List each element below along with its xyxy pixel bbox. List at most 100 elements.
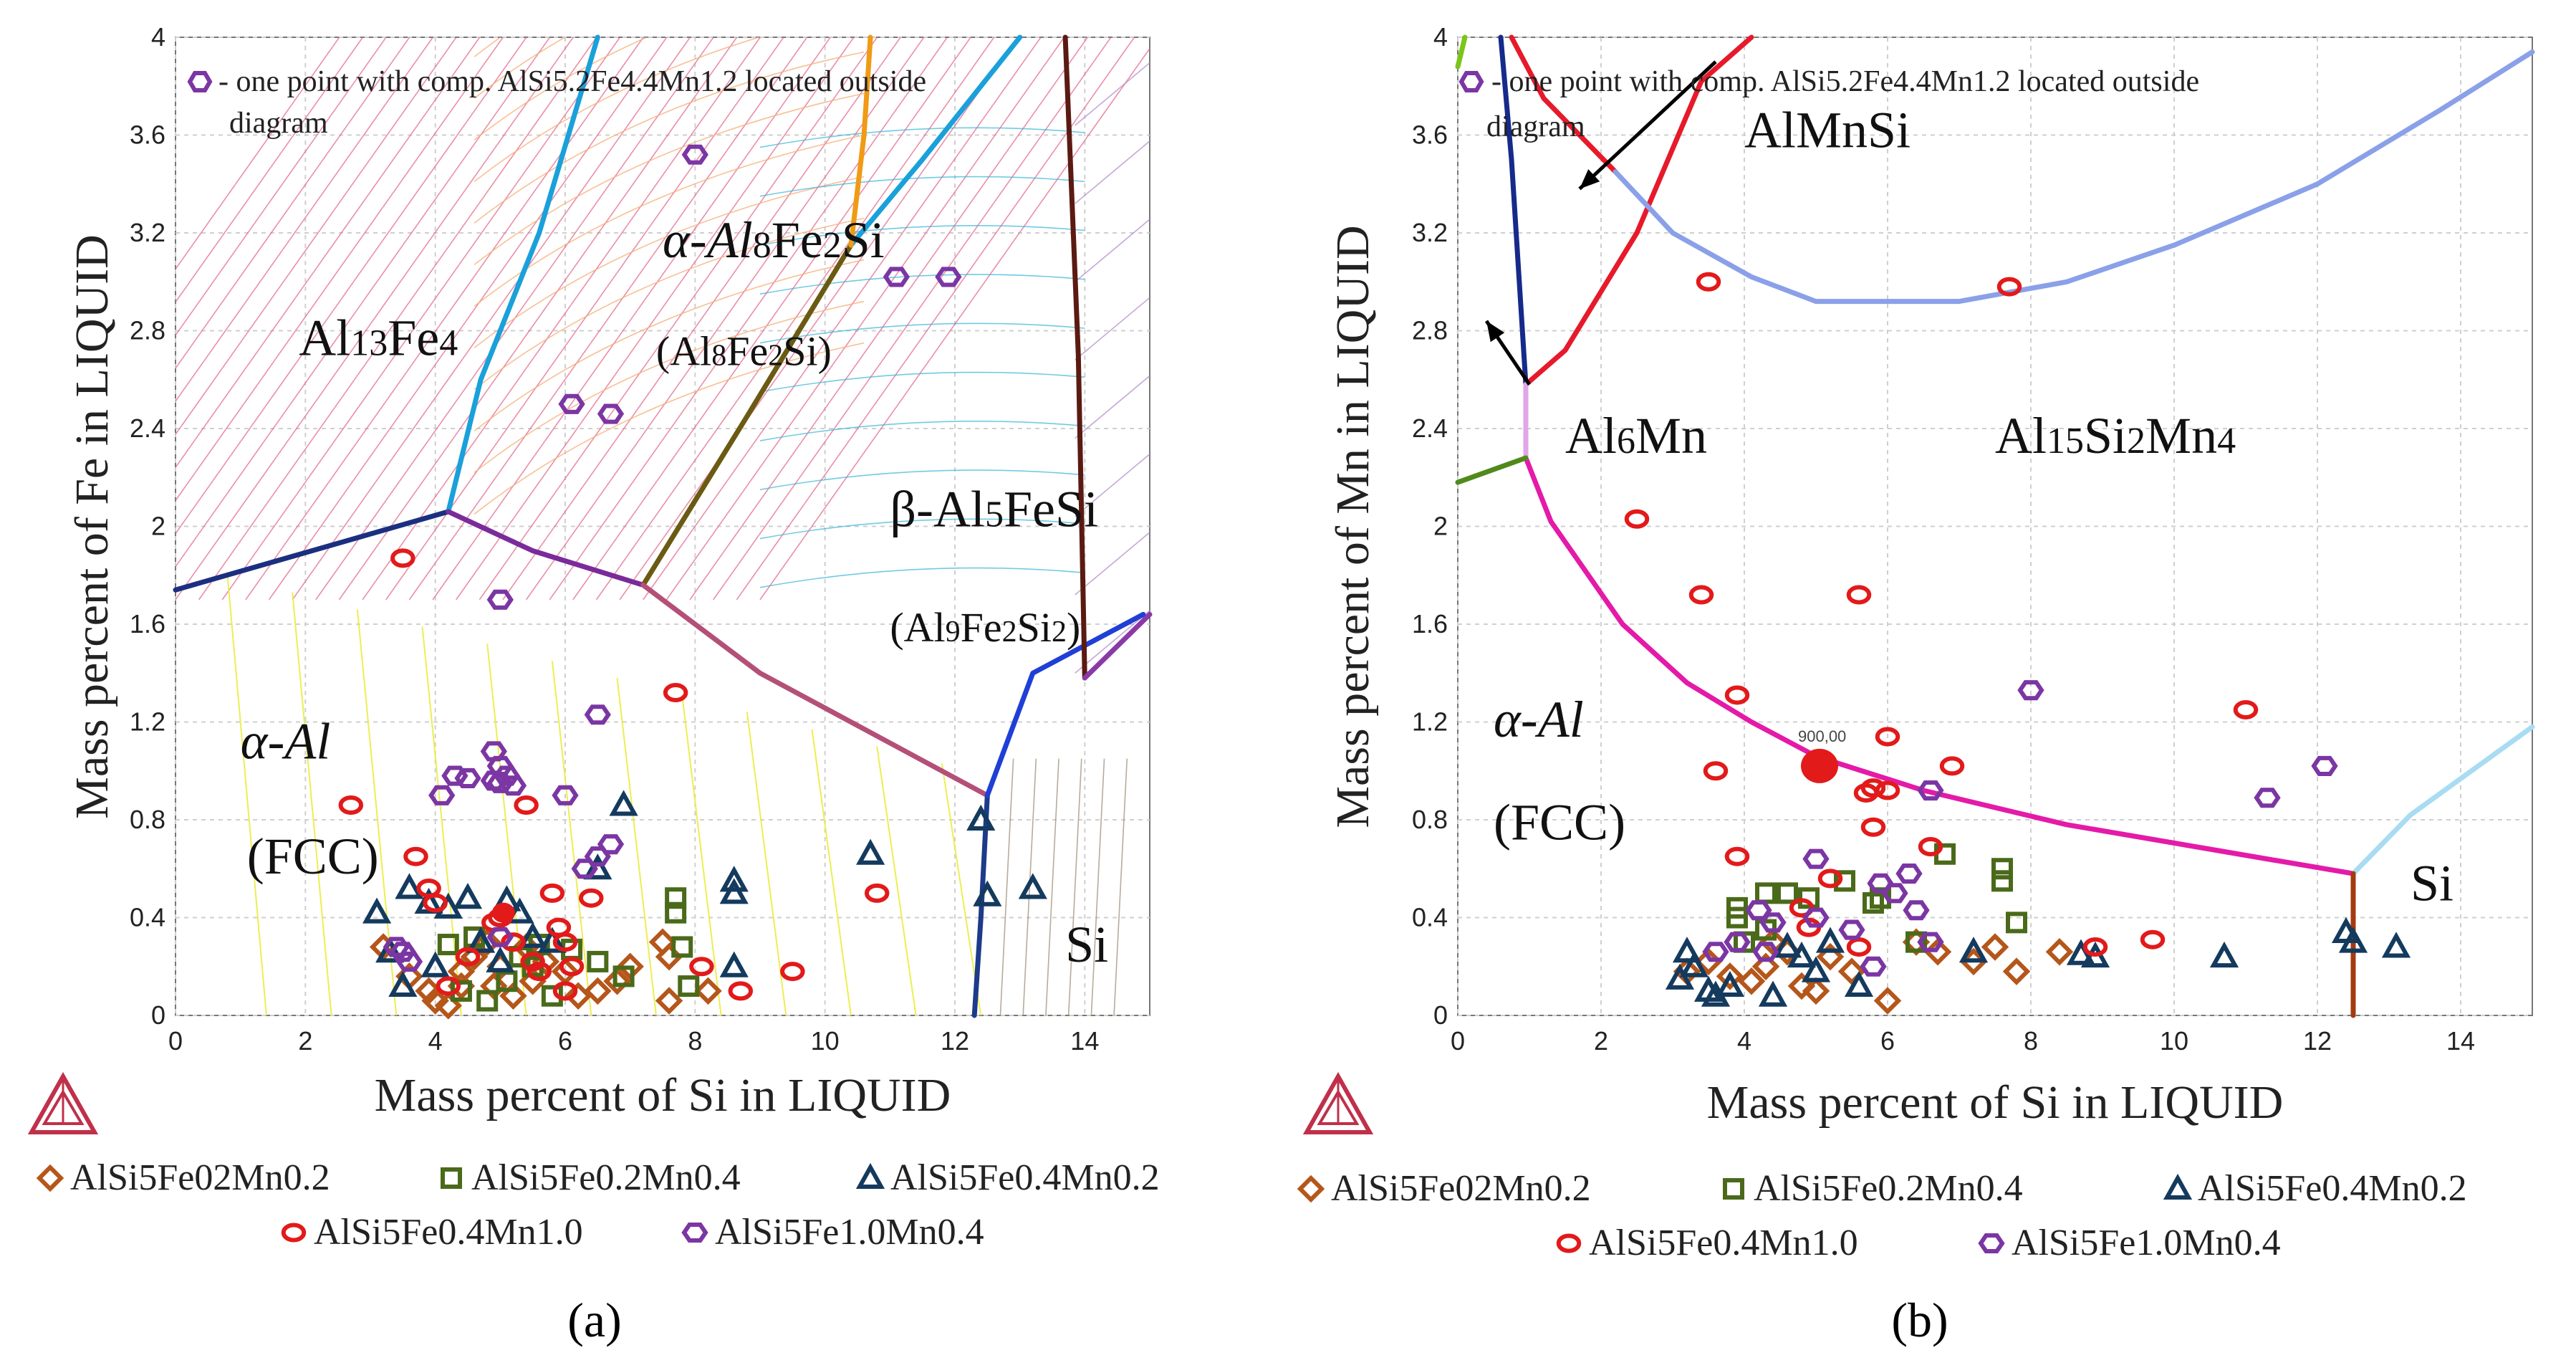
data-point	[1802, 848, 1830, 869]
data-point	[338, 795, 364, 815]
region-label: Al15Si2Mn4	[1995, 407, 2236, 464]
legend-label: AlSi5Fe0.4Mn1.0	[314, 1212, 583, 1253]
panel-a-y-axis-label: Mass percent of Fe in LIQUID	[66, 234, 118, 819]
caption-b: (b)	[1891, 1293, 1948, 1347]
al13fe4-tie-line	[221, 37, 621, 601]
x-tick-label: 2	[1594, 1026, 1608, 1056]
y-tick-label: 1.6	[130, 609, 165, 638]
data-point	[719, 951, 749, 977]
region-label-text: Al	[299, 310, 350, 367]
data-point	[584, 977, 612, 1005]
data-point	[1838, 919, 1865, 940]
phase-boundary-line	[1082, 611, 1153, 681]
region-label: (Al9Fe2Si2)	[890, 604, 1080, 651]
data-point	[558, 393, 585, 414]
al13fe4-tie-line	[245, 37, 645, 601]
region-label-text: Fe	[726, 327, 768, 374]
phase-boundary-line	[971, 793, 990, 1018]
data-point	[584, 704, 611, 725]
panel-a-note: - one point with comp. AlSi5.2Fe4.4Mn1.2…	[187, 65, 926, 140]
data-point	[1688, 585, 1714, 605]
y-tick-label: 2.8	[1412, 316, 1448, 345]
si-region-tie-line	[999, 758, 1014, 1015]
si-tie-line	[1075, 609, 1150, 674]
phase-boundary-line	[446, 34, 600, 515]
data-point	[2082, 937, 2108, 957]
data-point	[1777, 882, 1798, 904]
data-point	[663, 683, 688, 703]
data-point	[1703, 761, 1729, 781]
si-region-tie-line	[1067, 758, 1082, 1015]
data-point	[454, 767, 481, 788]
fcc-tie-line	[356, 609, 398, 1015]
data-point	[1759, 912, 1787, 933]
highlight-point	[1801, 748, 1838, 783]
data-point	[609, 790, 638, 816]
data-point	[694, 977, 722, 1005]
al13fe4-tie-line	[619, 37, 1019, 601]
al8fe2si-tie-line	[474, 217, 865, 391]
al13fe4-tie-line	[479, 37, 878, 601]
al5fesi-tie-line	[759, 371, 1085, 393]
region-label: α-Al8Fe2Si	[663, 211, 885, 269]
al8fe2si-tie-line	[474, 37, 761, 182]
al13fe4-tie-line	[643, 37, 1042, 601]
data-point	[1905, 931, 1927, 953]
data-point	[2381, 932, 2411, 958]
x-tick-label: 0	[1451, 1026, 1465, 1056]
data-point	[655, 942, 683, 971]
region-label-subscript: 2	[823, 225, 842, 266]
phase-boundary-line	[1498, 34, 1529, 388]
data-point	[395, 951, 423, 972]
panel-b-tick-labels: 0 2 4 6 8 10 12 14 0 0.4 0.8 1.2 1.6 2 2.4 2.8 3.2 3.6 4	[1412, 22, 2475, 1056]
region-label: α-Al	[241, 713, 331, 770]
x-tick-label: 12	[941, 1026, 969, 1056]
region-label-subscript: 6	[1617, 421, 1635, 461]
legend-marker	[2163, 1173, 2193, 1200]
data-point	[514, 795, 539, 815]
data-point	[559, 957, 585, 977]
region-label-text: Fe	[388, 310, 439, 367]
phase-boundary-line	[1509, 34, 1618, 175]
data-point	[1817, 869, 1843, 889]
fcc-tie-line	[681, 694, 722, 1015]
caption-b-text: (b)	[1891, 1293, 1948, 1347]
phase-boundary-line	[984, 611, 1146, 798]
data-point	[466, 927, 496, 953]
data-point	[486, 927, 514, 947]
panel-a-tie-lines	[176, 37, 1150, 1015]
region-label-subscript: 2	[1052, 616, 1067, 649]
phase-boundary-line	[1523, 455, 2356, 876]
phase-boundary-line	[173, 509, 451, 593]
panel-b-y-axis-label: Mass percent of Mn in LIQUID	[1327, 225, 1379, 828]
x-tick-label: 14	[2446, 1026, 2475, 1056]
al8fe2si-tie-line	[474, 259, 865, 432]
region-label: (FCC)	[247, 828, 379, 885]
x-tick-label: 14	[1070, 1026, 1099, 1056]
region-label-subscript: 2	[768, 339, 783, 372]
fcc-tie-line	[811, 729, 852, 1015]
region-label-text: (FCC)	[1494, 793, 1625, 851]
si-region-tie-line	[1045, 758, 1059, 1015]
data-point	[1981, 933, 2009, 961]
si-tie-line	[1075, 297, 1150, 361]
data-point	[1787, 941, 1817, 968]
region-label-text: AlMnSi	[1744, 102, 1911, 159]
data-point	[966, 804, 996, 831]
region-label: AlMnSi	[1744, 102, 1911, 159]
data-point	[389, 942, 416, 962]
data-point	[1726, 907, 1748, 929]
al5fesi-tie-line	[759, 518, 1085, 540]
fcc-tie-line	[551, 661, 592, 1015]
data-point	[1679, 951, 1709, 977]
legend-marker	[1297, 1175, 1325, 1203]
y-tick-label: 0	[1433, 1000, 1448, 1030]
panel-b-note: - one point with comp. AlSi5.2Fe4.4Mn1.2…	[1458, 65, 2199, 143]
al13fe4-tie-line	[176, 37, 457, 436]
si-tie-line	[1075, 62, 1150, 126]
data-point	[1737, 967, 1766, 995]
fcc-tie-line	[941, 763, 982, 1015]
data-point	[1895, 864, 1923, 884]
